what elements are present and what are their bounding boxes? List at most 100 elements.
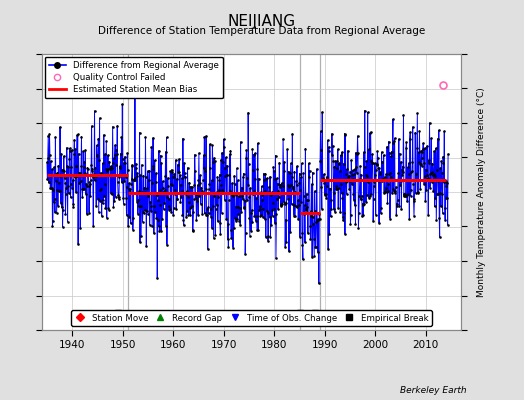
Point (154, 217, 162, 224)
Point (98, 170, 106, 177)
Point (201, 210, 209, 217)
Point (441, 216, 449, 223)
Point (161, 148, 170, 155)
Point (139, 209, 148, 216)
Point (272, 255, 280, 261)
Point (398, 164, 407, 170)
Point (275, 194, 283, 201)
Point (53, 169, 62, 176)
Point (305, 168, 314, 174)
Point (319, 177, 328, 184)
Point (103, 167, 111, 174)
Point (213, 202, 221, 208)
Point (46, 152, 54, 158)
Point (405, 216, 413, 222)
Point (145, 177, 153, 183)
Point (339, 213, 347, 220)
Point (355, 176, 364, 182)
Point (257, 189, 265, 195)
Point (246, 210, 255, 216)
Point (440, 179, 448, 185)
Point (159, 206, 168, 212)
Point (182, 190, 190, 197)
Point (163, 241, 171, 248)
Point (235, 193, 243, 199)
Point (386, 169, 395, 176)
Point (410, 196, 419, 202)
Point (43, 159, 51, 166)
Point (210, 155, 219, 161)
Point (284, 196, 292, 202)
Point (200, 134, 209, 140)
Point (51, 134, 60, 140)
Point (214, 187, 223, 194)
Point (228, 180, 236, 186)
Point (60, 153, 68, 159)
Point (308, 254, 316, 260)
Point (122, 212, 130, 218)
Point (380, 190, 388, 196)
Point (315, 216, 324, 222)
Point (133, 170, 141, 177)
Point (154, 197, 162, 203)
Point (232, 192, 241, 198)
Point (77, 178, 85, 184)
Point (423, 143, 431, 149)
Point (424, 175, 432, 182)
Point (426, 184, 434, 191)
Point (204, 204, 212, 210)
Point (428, 160, 436, 167)
Point (121, 154, 129, 160)
Point (323, 174, 331, 180)
Point (270, 220, 279, 226)
Point (372, 166, 380, 173)
Point (383, 144, 391, 150)
Point (320, 171, 328, 178)
Point (279, 136, 287, 142)
Point (246, 232, 254, 239)
Point (422, 187, 430, 193)
Point (355, 193, 364, 199)
Point (146, 222, 154, 228)
Point (343, 177, 352, 184)
Point (278, 180, 286, 186)
Point (62, 144, 71, 151)
Point (119, 200, 128, 207)
Point (298, 242, 307, 248)
Point (245, 194, 253, 200)
Point (105, 207, 113, 213)
Point (341, 130, 349, 137)
Point (157, 228, 165, 234)
Point (59, 207, 67, 214)
Point (144, 168, 152, 174)
Point (300, 202, 309, 208)
Point (405, 171, 413, 178)
Point (208, 142, 216, 148)
Point (242, 147, 250, 154)
Point (203, 246, 212, 252)
Point (409, 197, 418, 204)
Point (115, 174, 124, 181)
Point (432, 216, 441, 223)
Point (425, 160, 433, 166)
Point (390, 138, 398, 145)
Point (92, 173, 100, 180)
Point (135, 188, 144, 194)
Point (203, 206, 212, 212)
Point (95, 157, 103, 163)
Point (347, 172, 356, 178)
Point (244, 161, 253, 167)
Point (256, 206, 264, 212)
Point (396, 182, 405, 188)
Point (67, 164, 75, 170)
Point (424, 212, 432, 218)
Point (317, 184, 325, 190)
Point (189, 227, 197, 234)
Point (292, 178, 300, 184)
Point (268, 189, 276, 195)
Point (274, 206, 282, 212)
Point (387, 148, 396, 155)
Point (141, 207, 149, 214)
Point (69, 177, 77, 184)
Point (107, 190, 115, 196)
